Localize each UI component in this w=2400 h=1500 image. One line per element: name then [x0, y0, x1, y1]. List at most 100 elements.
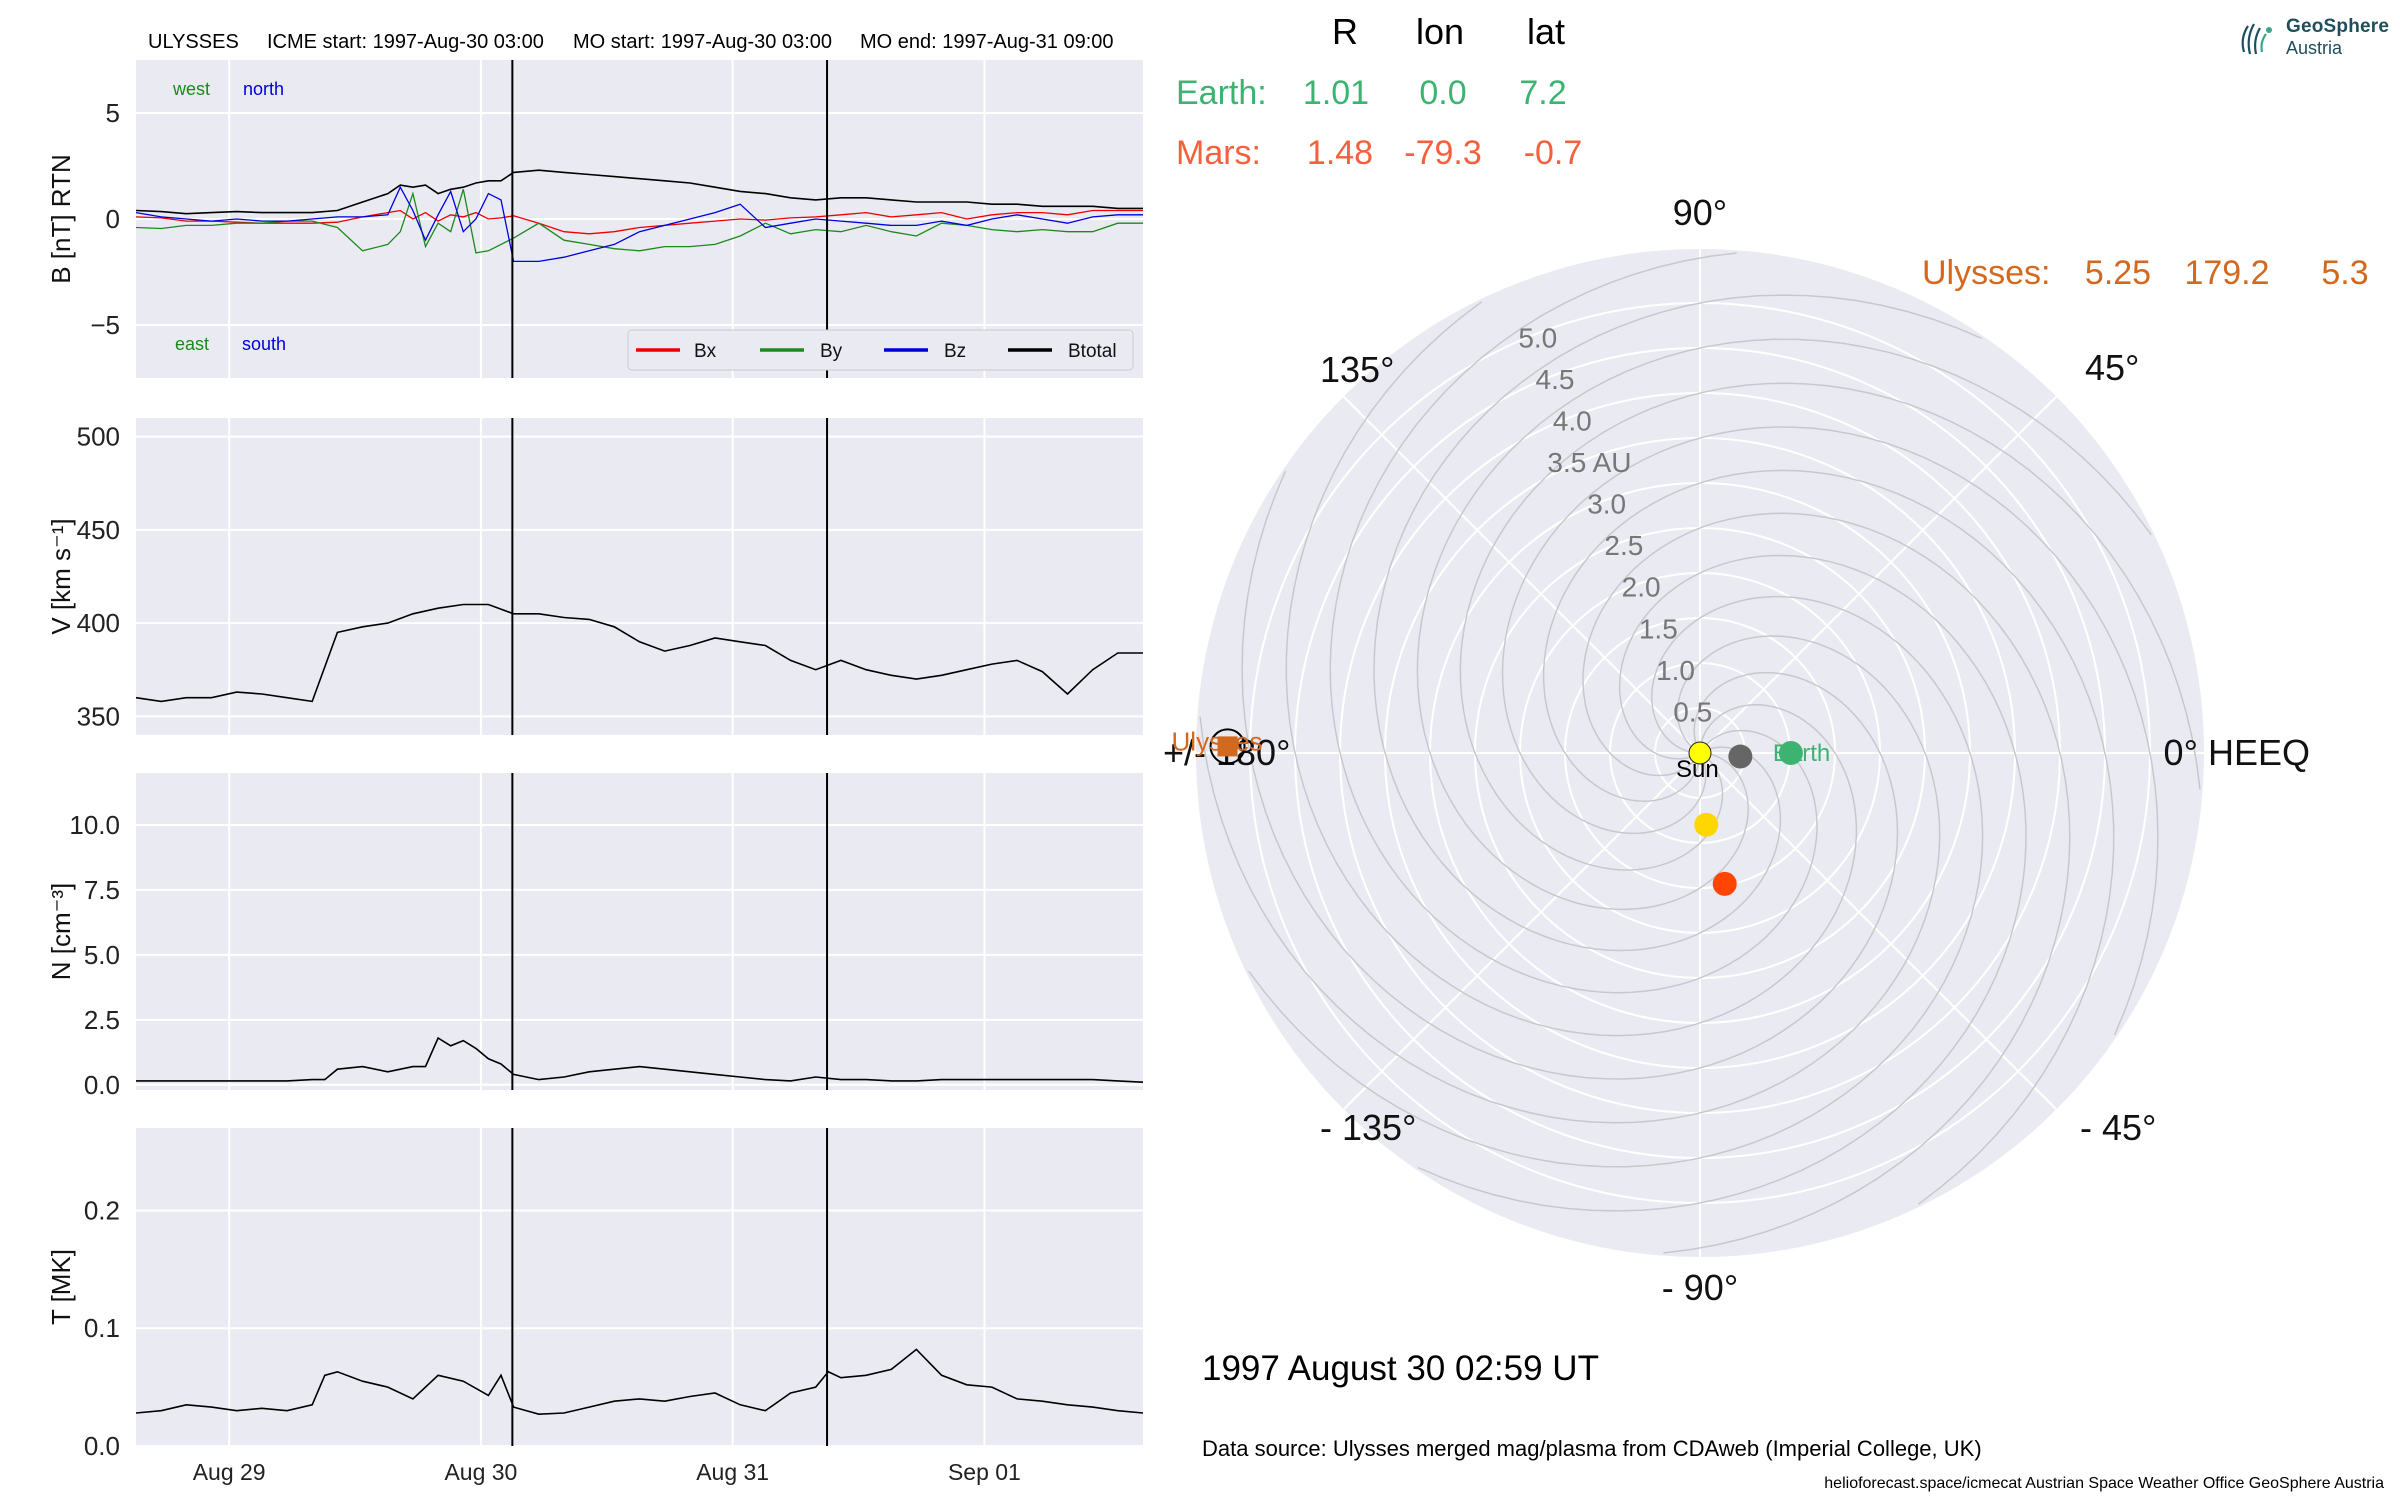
series-line-speed — [135, 603, 1143, 703]
panel-density: 0.0 2.5 5.0 7.5 10.0 N [cm⁻³] — [46, 773, 1144, 1100]
spacecraft-name: ULYSSES — [148, 31, 239, 53]
polar-angle-label-am45: - 45° — [2080, 1107, 2156, 1148]
annotation-south: south — [242, 334, 286, 354]
parker-spiral — [1241, 470, 1899, 1080]
y-tick-label: 5 — [106, 98, 120, 128]
polar-angle-label-am135: - 135° — [1320, 1107, 1416, 1148]
mars-row-lat: -0.7 — [1524, 134, 1583, 172]
earth-row-lat: 7.2 — [1519, 74, 1566, 112]
col-lon-header: lon — [1416, 11, 1464, 52]
earth-label: Earth — [1773, 740, 1830, 767]
y-tick-label: 450 — [77, 515, 120, 545]
ulysses-row-lat: 5.3 — [2321, 254, 2368, 292]
legend-label-btotal: Btotal — [1068, 341, 1117, 362]
mo-start: MO start: 1997-Aug-30 03:00 — [573, 31, 832, 53]
panel-background — [136, 418, 1143, 735]
y-tick-label: 0.0 — [84, 1431, 120, 1461]
earth-row-r: 1.01 — [1303, 74, 1369, 112]
polar-radial-label: 3.0 — [1587, 489, 1626, 520]
ulysses-row-r: 5.25 — [2085, 254, 2151, 292]
parker-spiral — [1416, 338, 2152, 911]
polar-radial-label: 4.5 — [1536, 364, 1575, 395]
panel-speed: 350 400 450 500 V [km s⁻¹] — [46, 418, 1143, 735]
parker-spiral — [1582, 512, 2071, 1254]
polar-radial-label: 0.5 — [1673, 696, 1712, 727]
polar-radial-label: 1.0 — [1656, 655, 1695, 686]
legend: Bx By Bz Btotal — [627, 329, 1134, 371]
y-tick-label: 2.5 — [84, 1005, 120, 1035]
y-tick-label: 0.2 — [84, 1195, 120, 1225]
x-tick-label: Aug 29 — [193, 1459, 266, 1485]
polar-radial-label: 1.5 — [1639, 613, 1678, 644]
y-tick-label: 350 — [77, 701, 120, 731]
ulysses-marker — [1217, 736, 1238, 757]
mo-end: MO end: 1997-Aug-31 09:00 — [860, 31, 1114, 53]
y-axis-label: T [MK] — [46, 1249, 76, 1325]
sun-label: Sun — [1676, 756, 1719, 783]
y-tick-label: 0.1 — [84, 1313, 120, 1343]
legend-label-bx: Bx — [694, 341, 717, 362]
x-tick-label: Sep 01 — [948, 1459, 1021, 1485]
y-tick-label: 5.0 — [84, 940, 120, 970]
panel-background — [136, 1128, 1143, 1446]
parker-spiral — [1459, 382, 2201, 871]
panel-background — [136, 773, 1143, 1090]
parker-spiral — [1501, 426, 2159, 1036]
series-line-By — [135, 189, 1143, 254]
annotation-north: north — [243, 79, 284, 99]
y-tick-label: 0 — [106, 204, 120, 234]
polar-angle-label-a0: 0° HEEQ — [2164, 732, 2310, 773]
polar-angle-label-a135: 135° — [1320, 349, 1394, 390]
parker-spirals — [1199, 252, 2201, 1254]
gray-body-marker — [1728, 744, 1753, 769]
mars-row-label: Mars: — [1176, 134, 1261, 172]
data-source: Data source: Ulysses merged mag/plasma f… — [1202, 1436, 1982, 1461]
x-tick-label: Aug 30 — [444, 1459, 517, 1485]
ulysses-row-lon: 179.2 — [2184, 254, 2269, 292]
panel-magnetic_field: −5 0 5 B [nT] RTN west north east south Bx By Bz Bt… — [46, 60, 1143, 378]
yellow-body-marker — [1694, 812, 1719, 837]
y-tick-label: 10.0 — [69, 810, 120, 840]
y-axis-label: B [nT] RTN — [46, 154, 76, 284]
mars-row-lon: -79.3 — [1404, 134, 1482, 172]
y-tick-label: 7.5 — [84, 875, 120, 905]
sun-marker — [1688, 741, 1712, 765]
parker-spiral — [1248, 595, 1984, 1168]
x-tick-label: Aug 31 — [696, 1459, 769, 1485]
polar-radial-label: 2.0 — [1622, 572, 1661, 603]
ulysses-marker-ring — [1209, 728, 1246, 765]
logo-line2: Austria — [2286, 38, 2343, 58]
panel-temperature: 0.0 0.1 0.2 T [MK] Aug 29 Aug 30 Aug 31 Sep 01 — [46, 1128, 1144, 1485]
series-line-temperature — [135, 1348, 1144, 1416]
timestamp: 1997 August 30 02:59 UT — [1202, 1349, 1599, 1388]
polar-radial-label: 4.0 — [1553, 405, 1592, 436]
series-line-Bx — [135, 209, 1143, 235]
series-line-density — [136, 1036, 1144, 1083]
series-line-Bz — [135, 185, 1143, 263]
y-tick-label: 0.0 — [84, 1070, 120, 1100]
logo-line1: GeoSphere — [2286, 16, 2390, 37]
polar-radial-label: 5.0 — [1518, 322, 1557, 353]
col-r-header: R — [1332, 11, 1358, 52]
y-tick-label: −5 — [90, 310, 120, 340]
earth-row-label: Earth: — [1176, 74, 1267, 112]
y-axis-label: V [km s⁻¹] — [46, 518, 76, 634]
parker-spiral — [1542, 469, 2115, 1205]
mars-marker — [1712, 871, 1737, 896]
polar-radial-label: 2.5 — [1604, 530, 1643, 561]
legend-box — [627, 329, 1134, 371]
annotation-east: east — [175, 334, 209, 354]
col-lat-header: lat — [1527, 11, 1565, 52]
legend-label-bz: Bz — [944, 341, 966, 362]
footer-credits: helioforecast.space/icmecat Austrian Spa… — [1824, 1475, 2384, 1492]
y-tick-label: 500 — [77, 422, 120, 452]
geosphere-logo-icon — [2241, 23, 2272, 55]
ulysses-label: Ulysses — [1172, 726, 1263, 756]
polar-angle-label-a90: 90° — [1673, 192, 1727, 233]
y-tick-label: 400 — [77, 608, 120, 638]
geosphere-logo: GeoSphere Austria — [2236, 14, 2390, 62]
y-axis-label: N [cm⁻³] — [46, 883, 76, 981]
parker-spiral — [1373, 294, 1983, 952]
